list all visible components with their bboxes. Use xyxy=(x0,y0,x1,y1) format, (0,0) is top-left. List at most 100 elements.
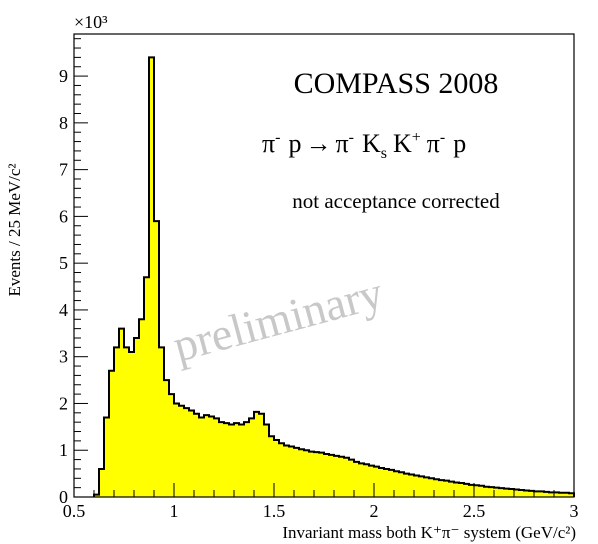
histogram-bin xyxy=(414,475,420,497)
histogram-bin xyxy=(299,449,305,497)
x-tick-label: 3 xyxy=(570,501,579,521)
histogram-bin xyxy=(384,468,390,497)
formula-p-2: p xyxy=(453,129,466,158)
histogram-bin xyxy=(94,494,100,497)
histogram-bin xyxy=(519,489,525,497)
histogram-bin xyxy=(344,457,350,497)
y-tick-label: 9 xyxy=(59,66,68,86)
histogram-bin xyxy=(154,221,160,497)
histogram-bin xyxy=(304,450,310,497)
histogram-bin xyxy=(354,461,360,497)
histogram-bin xyxy=(459,482,465,497)
reaction-formula: π-p → π- Ks K+ π-p xyxy=(262,129,466,162)
histogram-bin xyxy=(494,487,500,497)
histogram-bin xyxy=(269,436,275,497)
histogram-bin xyxy=(409,474,415,497)
y-tick-label: 4 xyxy=(59,300,68,320)
y-tick-label: 2 xyxy=(59,393,68,413)
histogram-bin xyxy=(339,456,345,497)
x-tick-label: 2 xyxy=(370,501,379,521)
histogram-bin xyxy=(469,484,475,497)
histogram-bin xyxy=(399,472,405,497)
histogram-bin xyxy=(369,465,375,497)
histogram-bin xyxy=(484,486,490,497)
histogram-bin xyxy=(509,489,515,497)
histogram-bin xyxy=(379,468,385,497)
formula-arrow: → xyxy=(305,129,331,158)
histogram-bin xyxy=(259,413,265,497)
histogram-bin xyxy=(184,408,190,497)
histogram-bin xyxy=(389,469,395,497)
y-tick-label: 0 xyxy=(59,487,68,507)
formula-sub-s: s xyxy=(381,145,387,162)
y-tick-label: 5 xyxy=(59,253,68,273)
histogram-bin xyxy=(114,347,120,497)
y-multiplier-label: ×10³ xyxy=(74,12,108,32)
histogram-bin xyxy=(219,422,225,497)
formula-pi-2: π xyxy=(335,129,348,158)
histogram-bin xyxy=(284,445,290,497)
histogram-bin xyxy=(149,57,155,497)
plot-frame xyxy=(73,33,575,498)
histogram-bin xyxy=(439,480,445,497)
histogram-bin xyxy=(434,479,440,497)
x-tick-label: 1 xyxy=(170,501,179,521)
x-tick-label: 0.5 xyxy=(63,501,86,521)
y-axis-title: Events / 25 MeV/c² xyxy=(5,163,24,296)
histogram-bin xyxy=(279,443,285,497)
histogram-bin xyxy=(359,463,365,497)
histogram-bin xyxy=(109,370,115,497)
histogram-bin xyxy=(334,455,340,497)
formula-K-2: K xyxy=(393,129,412,158)
histogram-bin xyxy=(179,405,185,497)
histogram-bin xyxy=(134,337,140,497)
histogram-bin xyxy=(324,453,330,497)
histogram-bin xyxy=(319,452,325,497)
histogram-bin xyxy=(209,416,215,497)
acceptance-note: not acceptance corrected xyxy=(292,189,500,213)
histogram-bin xyxy=(274,439,280,497)
formula-pi-1: π xyxy=(262,129,275,158)
formula-sup-plus: + xyxy=(412,129,421,146)
histogram-bin xyxy=(454,482,460,497)
histogram-bin xyxy=(144,277,150,497)
histogram-bin xyxy=(419,476,425,497)
histogram-bin xyxy=(499,488,505,497)
histogram-bin xyxy=(254,411,260,497)
histogram-bin xyxy=(199,417,205,497)
histogram-bin xyxy=(404,473,410,497)
histogram-bin xyxy=(194,413,200,497)
x-axis-ticks: 0.5 1 1.5 2 2.5 3 xyxy=(63,483,579,521)
histogram-bin xyxy=(99,468,105,497)
histogram-bin xyxy=(314,452,320,497)
histogram-bin xyxy=(539,491,545,497)
histogram-bin xyxy=(504,488,510,497)
histogram-bin xyxy=(464,483,470,497)
histogram-bin xyxy=(529,490,535,497)
x-tick-label: 2.5 xyxy=(463,501,486,521)
experiment-title: COMPASS 2008 xyxy=(294,67,499,100)
histogram-bin xyxy=(139,319,145,497)
histogram-bin xyxy=(524,490,530,497)
formula-pi-3: π xyxy=(427,129,440,158)
histogram-bin xyxy=(214,418,220,497)
histogram-bin xyxy=(424,477,430,497)
histogram-bin xyxy=(229,424,235,497)
y-tick-label: 3 xyxy=(59,347,68,367)
histogram-bin xyxy=(264,424,270,497)
histogram-bin xyxy=(329,454,335,497)
preliminary-watermark: preliminary xyxy=(168,267,388,372)
histogram-bin xyxy=(309,451,315,497)
histogram-bin xyxy=(129,352,135,497)
histogram-bin xyxy=(234,423,240,497)
histogram-bin xyxy=(159,347,165,497)
histogram-bin xyxy=(249,418,255,497)
histogram-bin xyxy=(204,415,210,497)
histogram-bin xyxy=(244,422,250,497)
histogram-bin xyxy=(124,347,130,497)
y-tick-label: 6 xyxy=(59,206,68,226)
histogram-bin xyxy=(189,410,195,497)
histogram-bin xyxy=(544,491,550,497)
histogram-bin xyxy=(489,487,495,497)
histogram-bin xyxy=(224,423,230,497)
